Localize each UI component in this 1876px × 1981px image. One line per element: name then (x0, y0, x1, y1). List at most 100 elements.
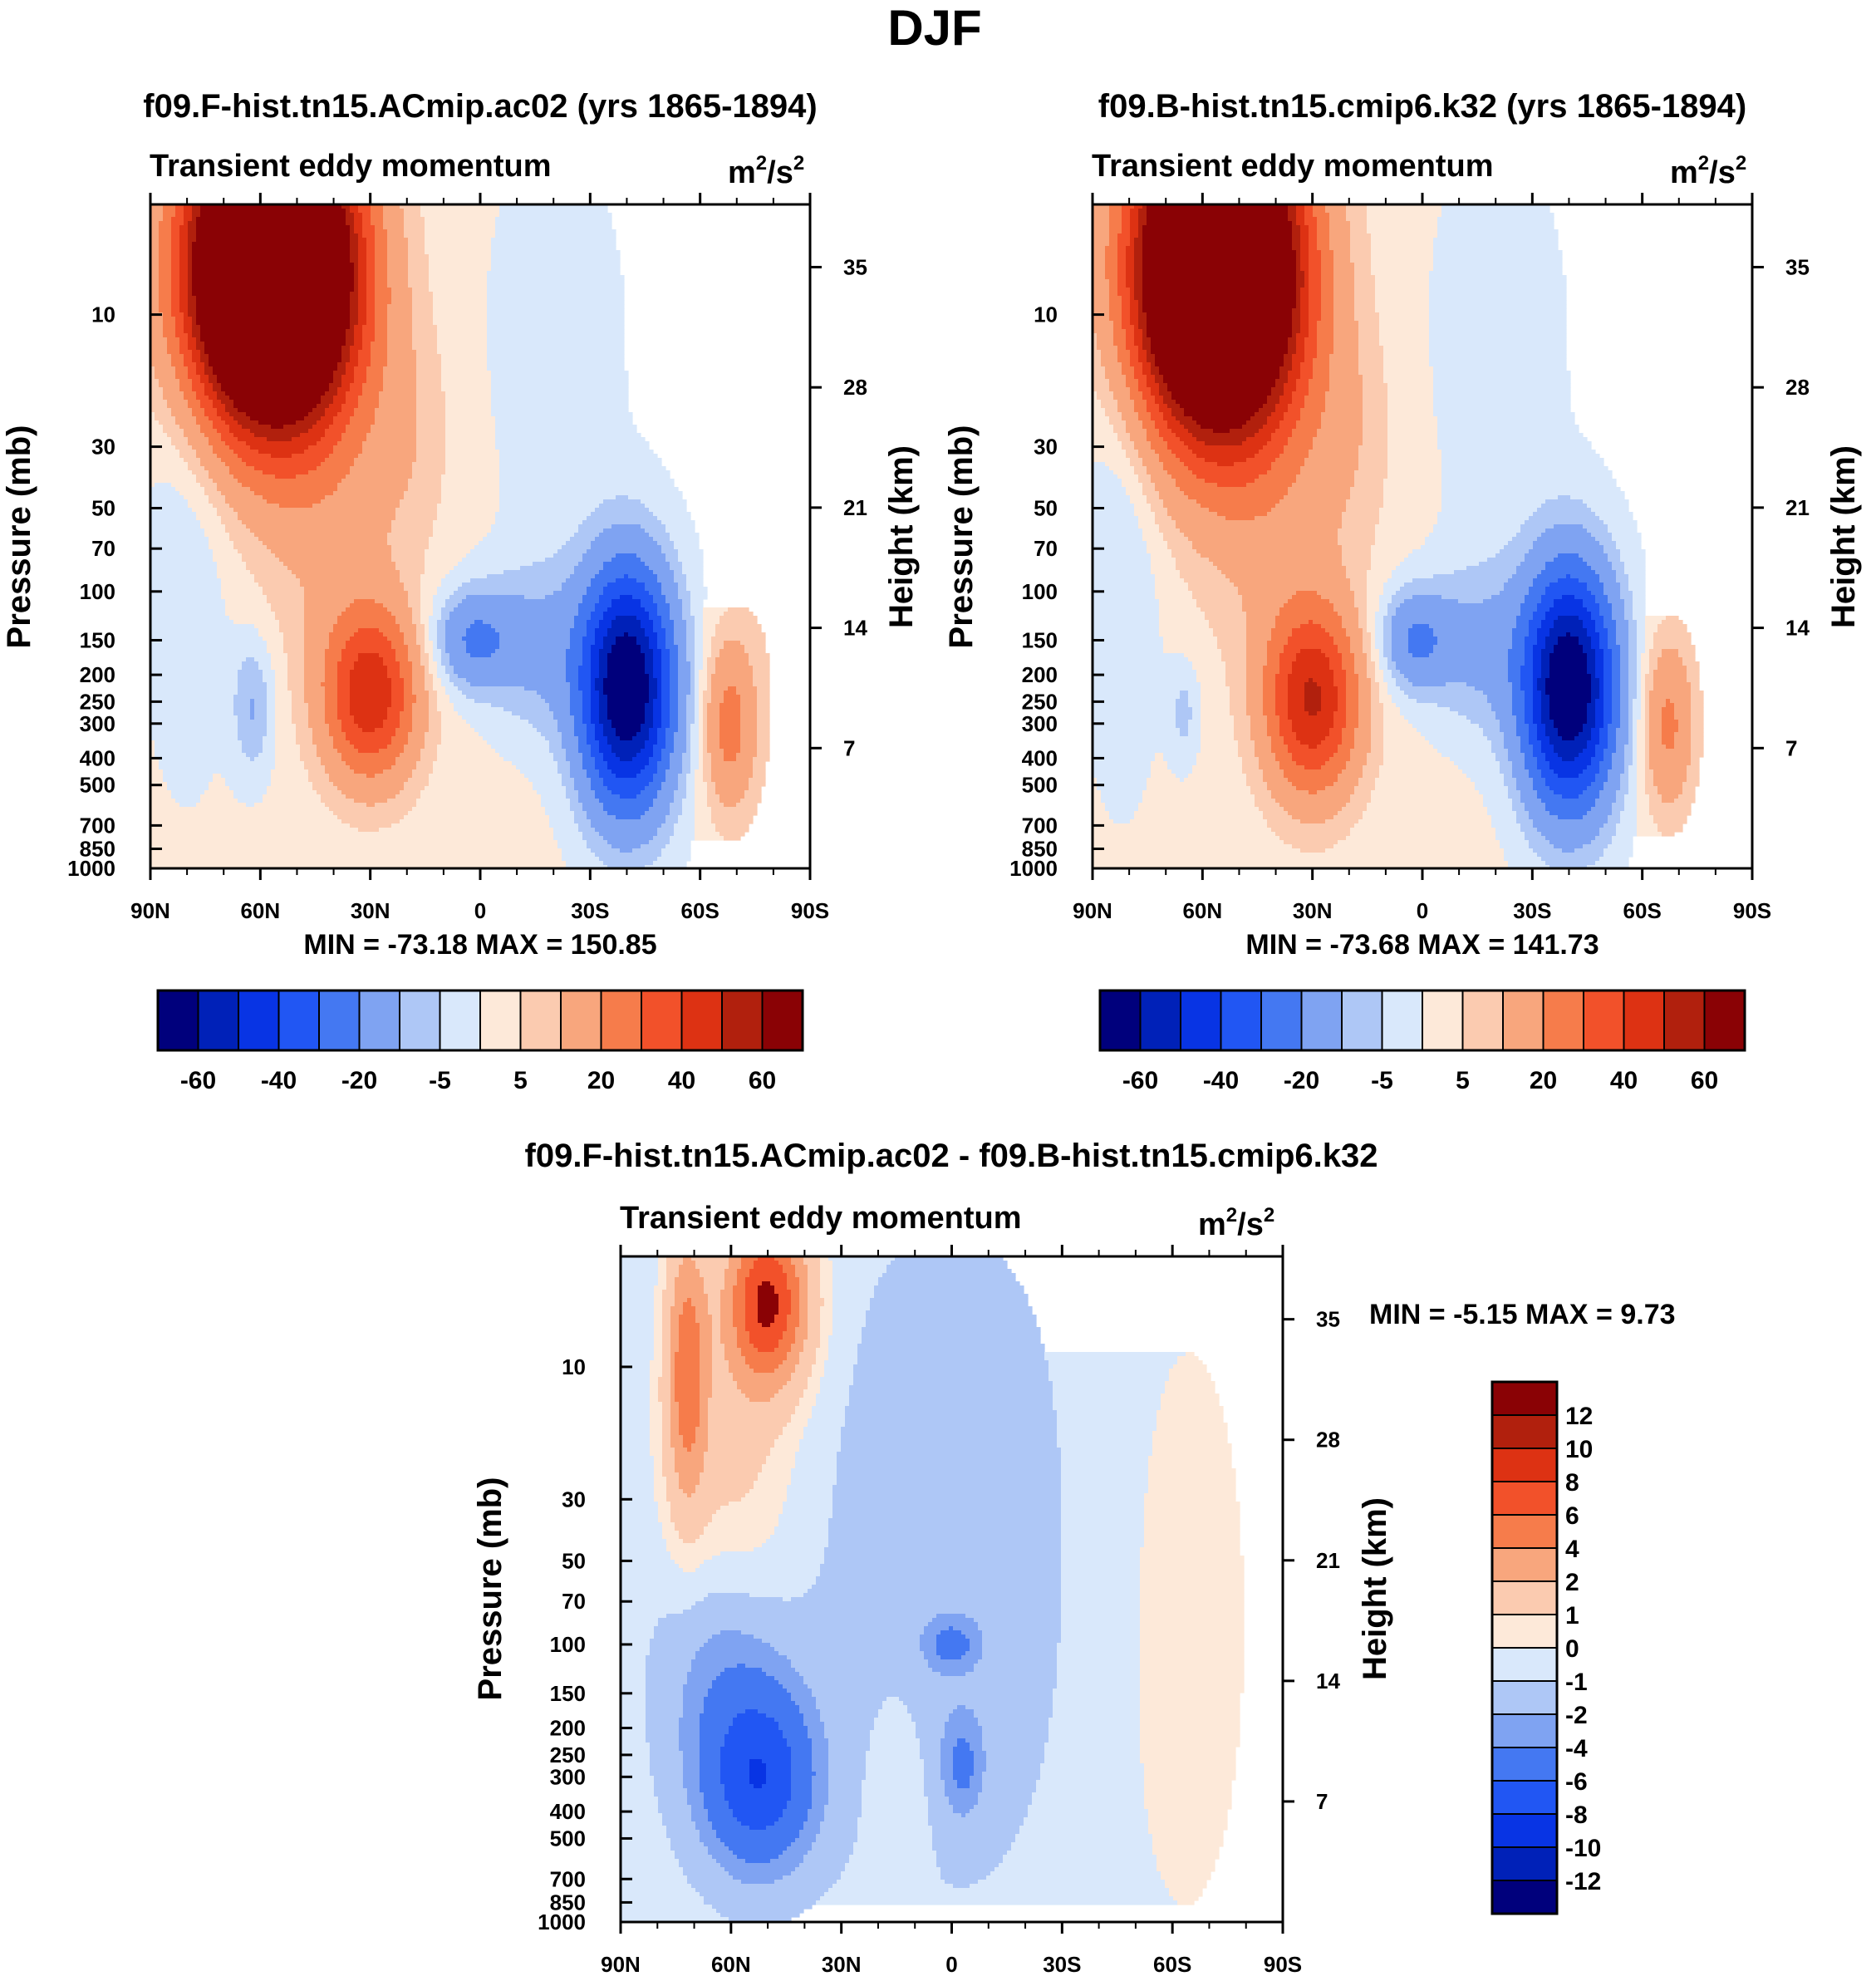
contour-cell (1358, 616, 1368, 621)
contour-cell (1163, 649, 1222, 654)
contour-cell (703, 769, 712, 774)
contour-cell (1267, 645, 1284, 650)
contour-cell (1271, 628, 1293, 633)
contour-cell (1595, 699, 1604, 704)
contour-cell (416, 433, 446, 438)
contour-cell (1267, 649, 1284, 654)
contour-cell (150, 209, 164, 214)
contour-cell (400, 204, 421, 209)
contour-cell (607, 670, 646, 675)
contour-cell (395, 512, 438, 517)
contour-cell (404, 686, 413, 691)
contour-cell (308, 412, 326, 417)
contour-cell (695, 645, 704, 650)
contour-cell (703, 711, 708, 716)
contour-cell (1392, 632, 1409, 637)
contour-cell (1288, 637, 1334, 641)
contour-cell (757, 728, 770, 733)
contour-cell (1620, 645, 1629, 650)
contour-cell (1093, 612, 1160, 617)
contour-cell (641, 649, 654, 654)
contour-cell (1271, 508, 1347, 513)
contour-cell (570, 682, 579, 687)
contour-cell (1346, 570, 1368, 575)
contour-cell (416, 641, 425, 646)
contour-cell (1608, 595, 1621, 600)
contour-cell (325, 657, 342, 662)
contour-cell (1188, 691, 1201, 696)
contour-cell (354, 666, 388, 671)
contour-cell (1691, 686, 1700, 691)
contour-cell (1367, 570, 1392, 575)
contour-cell (1147, 495, 1160, 500)
contour-cell (433, 657, 442, 662)
contour-cell (1429, 350, 1567, 355)
contour-cell (188, 371, 197, 376)
contour-cell (1437, 641, 1513, 646)
contour-cell (711, 691, 724, 696)
contour-cell (695, 661, 704, 666)
contour-cell (1184, 462, 1218, 467)
contour-cell (1682, 657, 1696, 662)
contour-cell (163, 213, 176, 218)
contour-cell (1375, 678, 1384, 683)
contour-cell (221, 491, 255, 496)
contour-cell (649, 591, 662, 596)
contour-cell (595, 632, 608, 637)
contour-cell (304, 416, 322, 421)
contour-cell (661, 657, 670, 662)
contour-cell (1329, 661, 1343, 666)
contour-cell (1093, 528, 1143, 533)
contour-cell (578, 745, 592, 750)
contour-cell (661, 587, 679, 592)
contour-cell (1433, 379, 1571, 384)
contour-cell (1134, 250, 1143, 255)
contour-cell (724, 757, 737, 762)
contour-cell (1176, 416, 1193, 421)
contour-cell (1433, 524, 1521, 529)
contour-cell (570, 695, 583, 700)
contour-cell (599, 749, 612, 754)
x-tick-label: 30N (351, 898, 390, 923)
contour-cell (1188, 703, 1201, 708)
contour-cell (1504, 545, 1534, 550)
contour-cell (395, 728, 413, 733)
contour-cell (599, 695, 608, 700)
contour-cell (1516, 624, 1530, 629)
contour-cell (263, 541, 388, 546)
contour-cell (1134, 204, 1143, 209)
contour-cell (1097, 346, 1118, 351)
contour-cell (350, 703, 392, 708)
contour-cell (1545, 682, 1592, 687)
contour-cell (1525, 695, 1534, 700)
contour-cell (1533, 583, 1550, 587)
contour-cell (292, 699, 305, 704)
contour-cell (703, 749, 708, 754)
contour-cell (665, 778, 679, 783)
contour-cell (329, 632, 355, 637)
contour-cell (657, 641, 666, 646)
contour-cell (699, 765, 704, 770)
contour-cell (387, 346, 413, 351)
contour-cell (1612, 691, 1621, 696)
contour-cell (1641, 661, 1650, 666)
contour-cell (587, 769, 600, 774)
contour-cell (1583, 645, 1592, 650)
contour-cell (420, 595, 434, 600)
contour-cell (707, 707, 720, 712)
contour-cell (661, 786, 679, 791)
contour-cell (250, 429, 309, 434)
contour-cell (670, 612, 683, 617)
contour-cell (1159, 383, 1168, 388)
contour-cell (275, 670, 288, 675)
contour-cell (1126, 420, 1143, 425)
contour-cell (267, 728, 276, 733)
contour-cell (1288, 695, 1305, 700)
contour-cell (728, 686, 737, 691)
contour-cell (1363, 412, 1388, 417)
contour-cell (1387, 387, 1434, 392)
contour-cell (1155, 583, 1189, 587)
contour-cell (1313, 441, 1363, 446)
contour-cell (1155, 483, 1176, 488)
contour-cell (150, 740, 155, 745)
